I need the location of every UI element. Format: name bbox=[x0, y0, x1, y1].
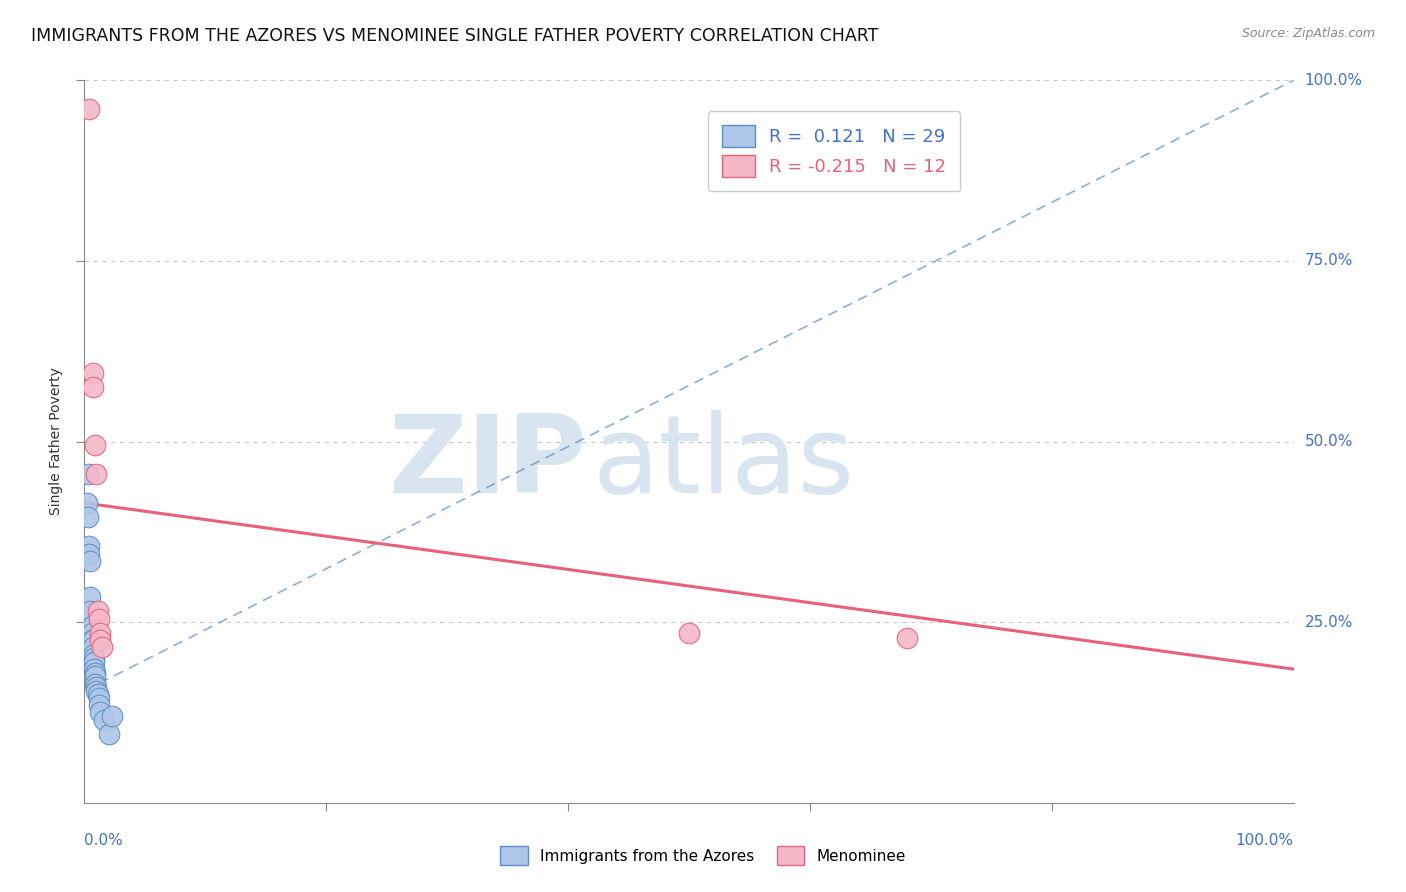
Point bbox=[84, 669, 107, 683]
Point bbox=[80, 619, 103, 633]
Point bbox=[79, 604, 101, 618]
Point bbox=[77, 547, 100, 561]
Point bbox=[678, 626, 700, 640]
Text: 75.0%: 75.0% bbox=[1305, 253, 1353, 268]
Point bbox=[84, 676, 107, 690]
Point bbox=[896, 631, 918, 645]
Text: 50.0%: 50.0% bbox=[1305, 434, 1353, 449]
Text: 0.0%: 0.0% bbox=[84, 833, 124, 848]
Point bbox=[87, 611, 110, 625]
Point bbox=[101, 709, 124, 723]
Point bbox=[77, 539, 100, 553]
Point bbox=[82, 633, 104, 648]
Point bbox=[77, 467, 100, 481]
Point bbox=[82, 366, 104, 380]
Text: atlas: atlas bbox=[592, 410, 855, 516]
Legend: R =  0.121   N = 29, R = -0.215   N = 12: R = 0.121 N = 29, R = -0.215 N = 12 bbox=[707, 111, 960, 191]
Text: 25.0%: 25.0% bbox=[1305, 615, 1353, 630]
Text: IMMIGRANTS FROM THE AZORES VS MENOMINEE SINGLE FATHER POVERTY CORRELATION CHART: IMMIGRANTS FROM THE AZORES VS MENOMINEE … bbox=[31, 27, 879, 45]
Point bbox=[79, 590, 101, 604]
Point bbox=[82, 648, 104, 662]
Text: 100.0%: 100.0% bbox=[1236, 833, 1294, 848]
Point bbox=[89, 633, 111, 648]
Point bbox=[80, 626, 103, 640]
Point bbox=[77, 102, 100, 116]
Text: 100.0%: 100.0% bbox=[1305, 73, 1362, 87]
Legend: Immigrants from the Azores, Menominee: Immigrants from the Azores, Menominee bbox=[494, 840, 912, 871]
Point bbox=[84, 438, 107, 452]
Point bbox=[86, 604, 108, 618]
Point bbox=[86, 467, 108, 481]
Point bbox=[86, 680, 108, 694]
Point bbox=[82, 640, 104, 655]
Point bbox=[87, 691, 110, 706]
Text: Source: ZipAtlas.com: Source: ZipAtlas.com bbox=[1241, 27, 1375, 40]
Point bbox=[97, 727, 120, 741]
Point bbox=[83, 662, 105, 676]
Point bbox=[79, 554, 101, 568]
Point bbox=[80, 633, 103, 648]
Text: ZIP: ZIP bbox=[388, 410, 586, 516]
Point bbox=[83, 655, 105, 669]
Point bbox=[87, 698, 110, 713]
Point bbox=[89, 706, 111, 720]
Point bbox=[83, 651, 105, 665]
Point bbox=[91, 640, 114, 655]
Point bbox=[82, 380, 104, 394]
Y-axis label: Single Father Poverty: Single Father Poverty bbox=[49, 368, 63, 516]
Point bbox=[76, 496, 98, 510]
Point bbox=[77, 510, 100, 524]
Point bbox=[84, 665, 107, 680]
Point bbox=[93, 713, 115, 727]
Point bbox=[89, 626, 111, 640]
Point bbox=[86, 687, 108, 701]
Point bbox=[86, 683, 108, 698]
